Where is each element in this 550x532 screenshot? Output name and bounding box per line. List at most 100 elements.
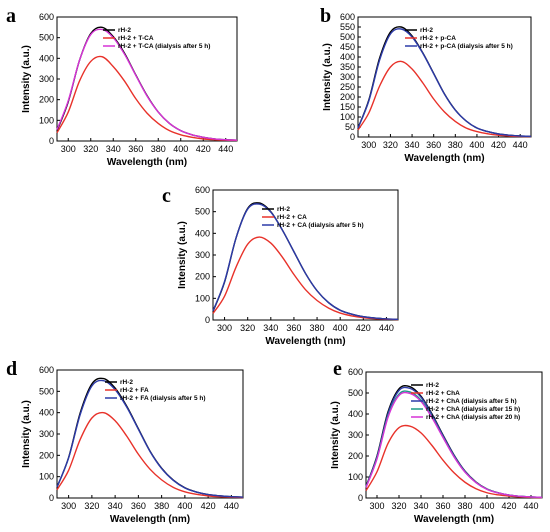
x-tick-label: 340 <box>263 323 278 333</box>
y-tick-label: 200 <box>195 272 210 282</box>
x-axis-title: Wavelength (nm) <box>404 153 484 164</box>
x-axis-title: Wavelength (nm) <box>265 336 345 347</box>
y-tick-label: 600 <box>39 365 54 375</box>
y-tick-label: 500 <box>39 33 54 43</box>
x-tick-label: 380 <box>154 501 169 511</box>
legend-label: rH-2 + T-CA (dialysis after 5 h) <box>118 43 210 50</box>
legend-label: rH-2 + FA <box>120 387 149 394</box>
panel-letter: b <box>320 5 331 27</box>
x-tick-label: 440 <box>523 501 538 511</box>
x-tick-label: 400 <box>173 144 188 154</box>
panel-a: a 0 100 200 300 400 500 600 300 320 340 360 380 400 42… <box>6 5 238 168</box>
y-tick-label: 0 <box>205 315 210 325</box>
y-tick-label: 150 <box>340 102 355 112</box>
panel-letter: d <box>6 358 17 380</box>
x-tick-label: 320 <box>84 501 99 511</box>
y-tick-label: 200 <box>39 450 54 460</box>
x-tick-label: 400 <box>469 140 484 150</box>
x-tick-label: 360 <box>426 140 441 150</box>
x-tick-label: 360 <box>131 501 146 511</box>
legend-label: rH-2 + T-CA <box>118 35 154 42</box>
x-tick-label: 340 <box>413 501 428 511</box>
x-tick-label: 320 <box>383 140 398 150</box>
y-tick-label: 600 <box>348 367 363 377</box>
legend-label: rH-2 + ChA (dialysis after 5 h) <box>426 398 517 405</box>
x-tick-label: 340 <box>106 144 121 154</box>
x-tick-label: 300 <box>369 501 384 511</box>
legend-label: rH-2 + ChA (dialysis after 20 h) <box>426 414 520 421</box>
x-tick-label: 400 <box>479 501 494 511</box>
x-axis-title: Wavelength (nm) <box>414 514 494 525</box>
x-tick-label: 320 <box>391 501 406 511</box>
x-tick-label: 420 <box>201 501 216 511</box>
legend-label: rH-2 <box>118 27 131 34</box>
legend-label: rH-2 <box>277 206 290 213</box>
x-tick-label: 420 <box>491 140 506 150</box>
y-tick-label: 200 <box>348 451 363 461</box>
series-line-1 <box>212 236 399 321</box>
y-tick-label: 550 <box>340 22 355 32</box>
x-tick-label: 440 <box>379 323 394 333</box>
y-tick-label: 100 <box>195 293 210 303</box>
plot-frame <box>56 369 244 499</box>
x-tick-label: 380 <box>310 323 325 333</box>
y-axis-title: Intensity (a.u.) <box>21 400 32 468</box>
y-tick-label: 500 <box>340 32 355 42</box>
y-tick-label: 500 <box>39 386 54 396</box>
y-tick-label: 0 <box>350 132 355 142</box>
x-tick-label: 360 <box>128 144 143 154</box>
y-axis-title: Intensity (a.u.) <box>21 45 32 113</box>
y-tick-label: 600 <box>39 12 54 22</box>
x-tick-label: 300 <box>217 323 232 333</box>
y-tick-label: 0 <box>49 493 54 503</box>
panel-letter: e <box>333 358 342 380</box>
panel-d: d 0 100 200 300 400 500 600 300 320 340 360 380 400 42… <box>6 358 244 525</box>
y-tick-label: 300 <box>195 250 210 260</box>
series-line-1 <box>365 424 543 499</box>
legend-label: rH-2 + ChA <box>426 390 460 397</box>
y-tick-label: 350 <box>340 62 355 72</box>
series-line-2 <box>212 203 399 321</box>
y-tick-label: 400 <box>39 408 54 418</box>
y-tick-label: 300 <box>348 430 363 440</box>
series-line-2 <box>56 28 238 141</box>
x-tick-label: 320 <box>83 144 98 154</box>
x-tick-label: 420 <box>501 501 516 511</box>
y-tick-label: 400 <box>348 409 363 419</box>
y-tick-label: 600 <box>195 185 210 195</box>
y-tick-label: 400 <box>195 228 210 238</box>
y-tick-label: 50 <box>345 122 355 132</box>
y-axis-title: Intensity (a.u.) <box>330 401 341 469</box>
x-axis-title: Wavelength (nm) <box>110 514 190 525</box>
legend-label: rH-2 <box>426 382 439 389</box>
y-tick-label: 200 <box>340 92 355 102</box>
x-tick-label: 380 <box>457 501 472 511</box>
legend-label: rH-2 <box>120 379 133 386</box>
series-line-2 <box>56 379 244 498</box>
plot-frame <box>212 189 399 321</box>
x-tick-label: 420 <box>196 144 211 154</box>
y-tick-label: 100 <box>340 112 355 122</box>
x-tick-label: 340 <box>405 140 420 150</box>
x-tick-label: 400 <box>333 323 348 333</box>
x-tick-label: 300 <box>361 140 376 150</box>
y-axis-title: Intensity (a.u.) <box>322 43 333 111</box>
x-tick-label: 440 <box>513 140 528 150</box>
y-tick-label: 500 <box>195 207 210 217</box>
y-tick-label: 300 <box>340 72 355 82</box>
panel-letter: c <box>162 185 171 207</box>
x-tick-label: 300 <box>61 501 76 511</box>
series-line-1 <box>357 60 532 138</box>
panel-c: c 0 100 200 300 400 500 600 300 320 340 360 380 400 42… <box>162 185 399 347</box>
x-tick-label: 360 <box>435 501 450 511</box>
y-tick-label: 200 <box>39 95 54 105</box>
series-line-1 <box>56 411 244 499</box>
legend-label: rH-2 <box>420 27 433 34</box>
y-tick-label: 100 <box>348 472 363 482</box>
y-axis-title: Intensity (a.u.) <box>177 221 188 289</box>
x-tick-label: 440 <box>224 501 239 511</box>
x-tick-label: 380 <box>448 140 463 150</box>
legend-label: rH-2 + ChA (dialysis after 15 h) <box>426 406 520 413</box>
legend-label: rH-2 + p-CA (dialysis after 5 h) <box>420 43 513 50</box>
